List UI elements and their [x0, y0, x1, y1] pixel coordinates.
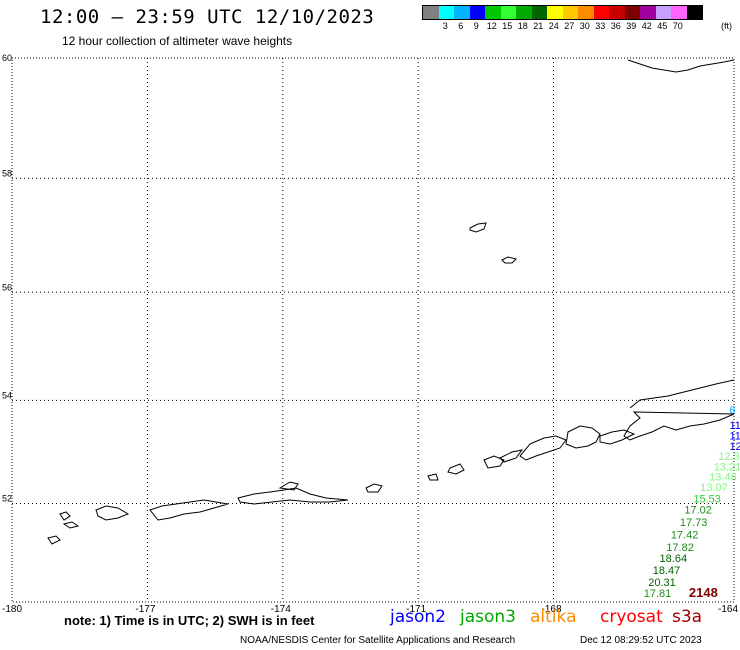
color-swatch — [485, 6, 501, 19]
map-frame — [11, 57, 735, 603]
wave-reading-label: 13.46 — [709, 472, 737, 484]
wave-reading-label: 6 — [729, 405, 735, 417]
color-scale-label: 42 — [641, 21, 652, 31]
color-scale-label: 21 — [533, 21, 544, 31]
island-attu — [59, 511, 71, 521]
coastline-mainland-north — [627, 59, 735, 73]
lon-tick-label: -180 — [2, 604, 22, 615]
color-swatch — [438, 6, 454, 19]
color-swatch — [423, 6, 439, 19]
lat-tick-label: 56 — [2, 282, 12, 292]
wave-reading-label: 12.06 — [729, 441, 740, 453]
island-near-b — [62, 521, 80, 529]
island-rat-islands — [149, 499, 229, 521]
color-swatch — [624, 6, 640, 19]
wave-readings: 611.11.812.0612.3313.2113.4613.0715.5317… — [644, 405, 740, 601]
wave-reading-label: 12.33 — [718, 451, 740, 463]
color-scale-label: 18 — [517, 21, 528, 31]
legend-jason2: jason2 — [390, 607, 446, 627]
color-swatch — [516, 6, 532, 19]
lat-tick-label: 58 — [2, 168, 12, 178]
wave-reading-label: 15.53 — [693, 493, 721, 505]
legend-altika: altika — [530, 607, 577, 627]
wave-reading-label: 17.81 — [644, 588, 672, 600]
color-swatch — [686, 6, 702, 19]
island-unalaska — [565, 425, 601, 449]
wave-reading-label: 17.02 — [684, 505, 712, 517]
wave-reading-label: 18.64 — [660, 553, 688, 565]
island-four-mountains-b — [447, 463, 465, 475]
color-scale-label: 15 — [502, 21, 513, 31]
color-scale-label: 39 — [626, 21, 637, 31]
island-four-mountains — [483, 455, 505, 469]
color-swatch — [500, 6, 516, 19]
footer-note: note: 1) Time is in UTC; 2) SWH is in fe… — [64, 613, 315, 628]
color-scale-label: 70 — [672, 21, 683, 31]
legend-cryosat: cryosat — [600, 607, 663, 627]
color-swatch — [469, 6, 485, 19]
color-scale-label: 3 — [442, 21, 448, 31]
color-scale-label: 12 — [486, 21, 497, 31]
color-swatch — [655, 6, 671, 19]
color-swatch — [454, 6, 470, 19]
lat-tick-label: 60 — [2, 53, 12, 63]
wave-reading-label: 17.73 — [680, 517, 708, 529]
page-subtitle: 12 hour collection of altimeter wave hei… — [62, 34, 293, 48]
wave-reading-label: 18.47 — [653, 565, 681, 577]
color-swatch — [531, 6, 547, 19]
color-scale-label: 24 — [548, 21, 559, 31]
color-scale-label: 45 — [657, 21, 668, 31]
color-swatch — [578, 6, 594, 19]
wave-reading-label: 17.82 — [666, 542, 694, 554]
color-scale-unit: (ft) — [721, 21, 732, 31]
color-scale-label: 27 — [564, 21, 575, 31]
credit-line: NOAA/NESDIS Center for Satellite Applica… — [240, 635, 516, 646]
coastline — [47, 59, 735, 545]
island-adak — [278, 481, 299, 491]
color-scale-bar — [422, 5, 703, 20]
island-st-paul — [469, 222, 487, 233]
map-grid: -180 -177 -174 -171 -168 -164 52 54 56 58 60 — [2, 53, 738, 615]
color-swatch — [671, 6, 687, 19]
wave-reading-label: 17.42 — [671, 529, 699, 541]
wave-reading-label: 11. — [729, 420, 740, 432]
color-scale-labels: 3 6 9 12 15 18 21 24 27 30 33 36 39 42 45 70 — [422, 21, 740, 33]
legend-jason3: jason3 — [460, 607, 516, 627]
island-near-c — [47, 535, 61, 545]
color-scale-label: 36 — [610, 21, 621, 31]
lon-tick-label: -168 — [542, 604, 562, 615]
lon-tick-label: -164 — [718, 604, 738, 615]
wave-reading-label: 13.07 — [700, 482, 728, 494]
lon-tick-label: -177 — [135, 604, 155, 615]
color-scale-label: 30 — [579, 21, 590, 31]
legend-s3a: s3a — [672, 607, 703, 627]
wave-reading-label: 2148 — [689, 585, 718, 600]
page-title: 12:00 — 23:59 UTC 12/10/2023 — [40, 6, 375, 28]
island-st-george — [501, 256, 517, 264]
island-umnak — [519, 435, 567, 461]
color-swatch — [593, 6, 609, 19]
wave-reading-label: 11.8 — [729, 431, 740, 443]
color-scale-label: 6 — [458, 21, 464, 31]
island-andreanof — [237, 487, 349, 505]
island-atka — [365, 483, 383, 493]
island-four-mountains-c — [427, 473, 439, 481]
color-swatch — [562, 6, 578, 19]
wave-reading-label: 13.21 — [714, 461, 740, 473]
color-scale-label: 9 — [473, 21, 479, 31]
island-fox-islands — [599, 429, 636, 445]
lat-tick-label: 54 — [2, 390, 12, 400]
lat-tick-label: 52 — [2, 493, 12, 503]
lon-tick-label: -174 — [271, 604, 291, 615]
island-kiska — [95, 505, 130, 521]
color-scale-label: 33 — [595, 21, 606, 31]
color-swatch — [609, 6, 625, 19]
lon-tick-label: -171 — [406, 604, 426, 615]
generation-timestamp: Dec 12 08:29:52 UTC 2023 — [580, 635, 702, 646]
wave-reading-label: 20.31 — [648, 577, 676, 589]
coastline-alaska-peninsula — [623, 379, 735, 441]
color-swatch — [640, 6, 656, 19]
color-swatch — [547, 6, 563, 19]
